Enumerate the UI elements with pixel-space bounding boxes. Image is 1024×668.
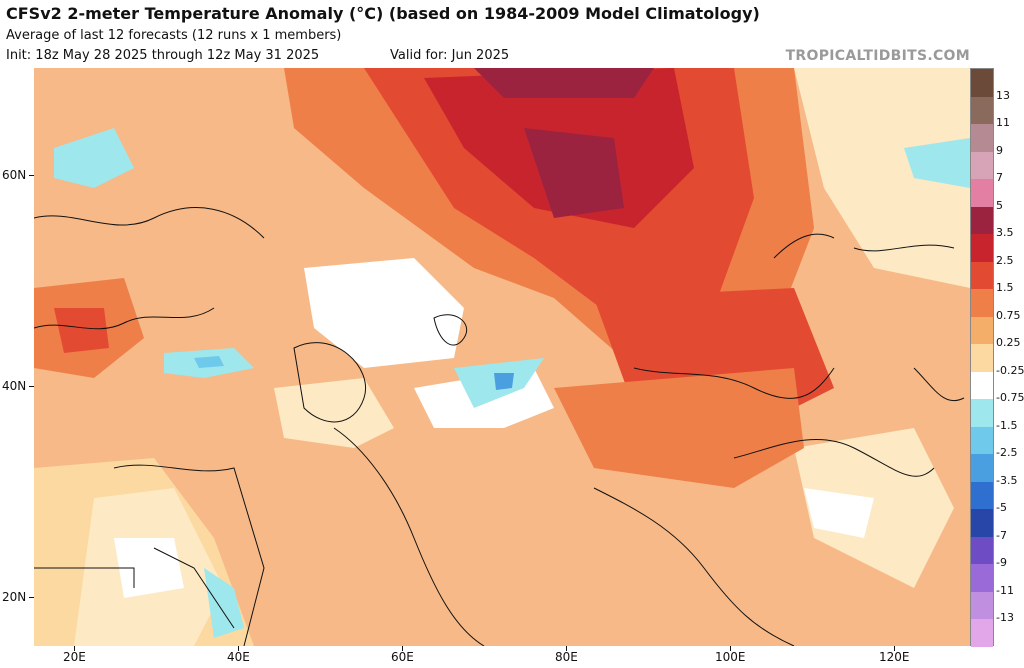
colorbar-segment xyxy=(971,234,993,263)
lon-tick xyxy=(566,646,567,651)
colorbar-label: 13 xyxy=(996,88,1010,102)
colorbar-segment xyxy=(971,124,993,153)
lon-tick xyxy=(894,646,895,651)
lat-label-20n: 20N xyxy=(2,590,27,604)
colorbar-segment xyxy=(971,96,993,125)
colorbar-label: 2.5 xyxy=(996,253,1014,267)
colorbar-label: 0.25 xyxy=(996,336,1021,350)
colorbar-segment xyxy=(971,481,993,510)
lon-label-60e: 60E xyxy=(391,650,414,664)
brand-watermark: TROPICALTIDBITS.COM xyxy=(785,48,970,64)
colorbar-label: -7 xyxy=(996,528,1007,542)
chart-subtitle: Average of last 12 forecasts (12 runs x … xyxy=(6,28,342,43)
colorbar-segment xyxy=(971,564,993,593)
colorbar-segment xyxy=(971,151,993,180)
lat-label-60n: 60N xyxy=(2,168,27,182)
chart-title: CFSv2 2-meter Temperature Anomaly (°C) (… xyxy=(6,4,760,23)
lon-label-100e: 100E xyxy=(715,650,746,664)
colorbar-segment xyxy=(971,536,993,565)
colorbar-segment xyxy=(971,371,993,400)
colorbar-label: -2.5 xyxy=(996,446,1018,460)
colorbar-segment xyxy=(971,399,993,428)
colorbar-segment xyxy=(971,619,993,648)
colorbar-segment xyxy=(971,69,993,98)
colorbar-label: 1.5 xyxy=(996,281,1014,295)
colorbar-label: 0.75 xyxy=(996,308,1021,322)
colorbar-label: 5 xyxy=(996,198,1003,212)
lon-label-120e: 120E xyxy=(879,650,910,664)
lon-tick xyxy=(730,646,731,651)
lon-label-80e: 80E xyxy=(555,650,578,664)
init-label: Init: 18z May 28 2025 through 12z May 31… xyxy=(6,48,320,63)
colorbar-segment xyxy=(971,206,993,235)
lon-tick xyxy=(402,646,403,651)
colorbar-label: -0.25 xyxy=(996,363,1024,377)
colorbar-label: 9 xyxy=(996,143,1003,157)
colorbar-segment xyxy=(971,289,993,318)
lon-label-40e: 40E xyxy=(227,650,250,664)
colorbar xyxy=(970,68,994,648)
colorbar-segment xyxy=(971,344,993,373)
colorbar-label: -11 xyxy=(996,583,1014,597)
colorbar-label: -9 xyxy=(996,556,1007,570)
colorbar-label: 7 xyxy=(996,171,1003,185)
colorbar-label: -3.5 xyxy=(996,473,1018,487)
lat-tick xyxy=(29,597,34,598)
lat-tick xyxy=(29,175,34,176)
lat-tick xyxy=(29,386,34,387)
colorbar-label: -5 xyxy=(996,501,1007,515)
colorbar-segment xyxy=(971,509,993,538)
map-canvas xyxy=(34,68,970,646)
colorbar-segment xyxy=(971,261,993,290)
lat-label-40n: 40N xyxy=(2,379,27,393)
colorbar-segment xyxy=(971,179,993,208)
colorbar-segment xyxy=(971,426,993,455)
lon-label-20e: 20E xyxy=(63,650,86,664)
colorbar-label: -13 xyxy=(996,611,1014,625)
colorbar-segment xyxy=(971,316,993,345)
colorbar-label: 11 xyxy=(996,116,1010,130)
colorbar-label: -1.5 xyxy=(996,418,1018,432)
colorbar-segment xyxy=(971,591,993,620)
lon-tick xyxy=(74,646,75,651)
colorbar-segment xyxy=(971,454,993,483)
valid-label: Valid for: Jun 2025 xyxy=(390,48,510,63)
colorbar-label: 3.5 xyxy=(996,226,1014,240)
lon-tick xyxy=(238,646,239,651)
anomaly-map xyxy=(34,68,970,646)
colorbar-label: -0.75 xyxy=(996,391,1024,405)
